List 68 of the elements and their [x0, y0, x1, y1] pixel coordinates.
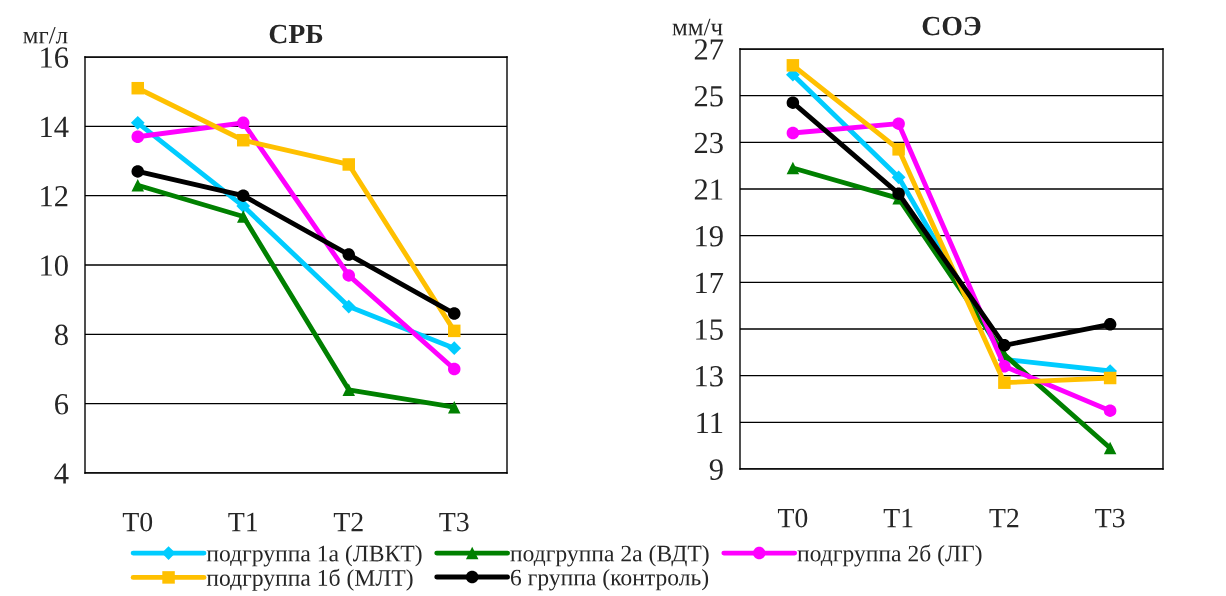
y-tick-label: 10 [41, 255, 68, 276]
legend-label: подгруппа 1а (ЛВКТ) [206, 544, 422, 567]
point [342, 158, 355, 171]
y-tick-label: 9 [709, 459, 723, 480]
y-tick-label: 6 [55, 394, 69, 415]
point [786, 96, 800, 109]
point [1103, 441, 1117, 455]
point [1103, 404, 1117, 417]
x-tick-label: T2 [333, 512, 363, 532]
point [786, 161, 800, 175]
point [1103, 318, 1117, 331]
point [236, 199, 251, 213]
point [342, 248, 355, 261]
point [131, 130, 144, 143]
point [342, 269, 355, 282]
y-axis-title: мм/ч [672, 18, 723, 36]
point [342, 383, 355, 397]
point [448, 324, 461, 338]
legend-label: подгруппа 2б (ЛГ) [797, 544, 982, 567]
point [237, 116, 250, 130]
x-tick-label: T3 [439, 512, 469, 532]
point [131, 165, 144, 178]
point [448, 307, 461, 320]
y-tick-label: 27 [694, 39, 724, 60]
point [786, 59, 800, 72]
y-tick-label: 19 [696, 226, 723, 247]
point [447, 341, 462, 356]
point [892, 117, 905, 130]
y-tick-label: 12 [41, 186, 68, 207]
y-tick-label: 25 [694, 86, 723, 107]
point [892, 187, 905, 200]
y-tick-label: 13 [696, 366, 723, 387]
x-tick-label: T3 [1095, 508, 1125, 528]
point [131, 179, 144, 192]
point [892, 143, 905, 156]
point [237, 189, 250, 202]
y-tick-label: 4 [54, 463, 69, 484]
x-tick-label: T1 [883, 508, 913, 528]
y-tick-label: 14 [41, 116, 69, 137]
chart-title: СОЭ [922, 16, 981, 36]
point [786, 126, 800, 140]
y-tick-label: 11 [697, 412, 723, 433]
y-tick-label: 23 [694, 132, 723, 154]
point [448, 362, 461, 376]
x-tick-label: T0 [122, 512, 153, 532]
legend-label: 6 группа (контроль) [510, 568, 709, 591]
point [237, 133, 250, 147]
y-tick-label: 15 [696, 319, 723, 340]
point [131, 81, 144, 95]
chart-title: СРБ [269, 24, 323, 44]
point [998, 339, 1011, 352]
x-tick-label: T2 [989, 508, 1019, 528]
y-tick-label: 8 [54, 324, 68, 346]
point [1103, 371, 1117, 385]
y-axis-title: мг/л [23, 26, 68, 44]
y-tick-label: 16 [41, 47, 69, 68]
point [237, 210, 250, 223]
y-tick-label: 17 [696, 272, 724, 293]
x-tick-label: T1 [228, 512, 258, 532]
point [341, 299, 356, 314]
point [891, 170, 906, 185]
legend-label: подгруппа 2а (ВДТ) [510, 544, 709, 567]
point [130, 115, 145, 130]
legend-label: подгруппа 1б (МЛТ) [206, 568, 413, 591]
point [448, 400, 461, 414]
point [998, 376, 1011, 389]
x-tick-label: T0 [777, 508, 808, 528]
y-tick-label: 21 [694, 179, 723, 200]
